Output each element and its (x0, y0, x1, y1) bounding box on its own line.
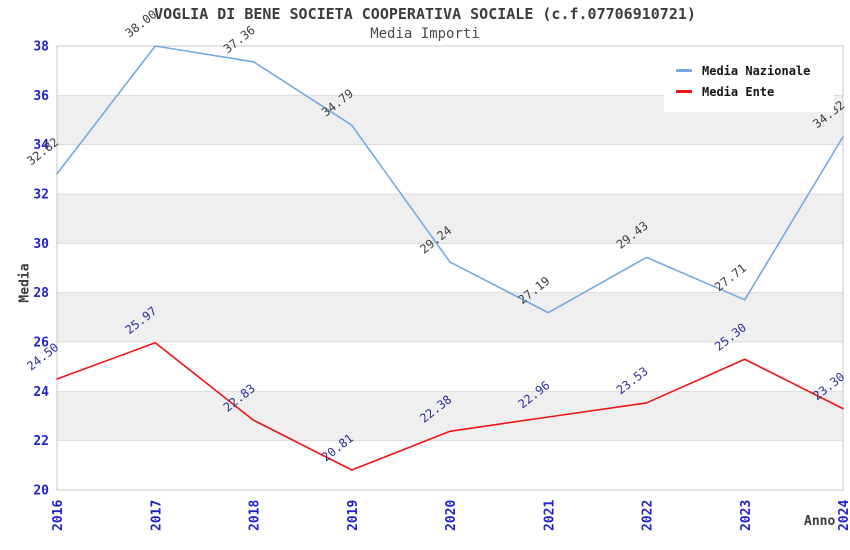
y-tick-label: 22 (33, 434, 49, 449)
plot-band (57, 292, 843, 342)
x-tick-label: 2021 (542, 500, 557, 531)
legend-item-media-ente: Media Ente (676, 81, 822, 102)
y-tick-label: 20 (33, 484, 49, 499)
data-point-label: 38.00 (122, 7, 159, 40)
plot-border (56, 45, 844, 491)
y-tick-label: 24 (33, 385, 49, 400)
plot-band (57, 391, 843, 441)
y-axis-title: Media (17, 263, 33, 303)
x-tick-label: 2024 (837, 500, 850, 531)
y-tick-label: 28 (33, 286, 49, 301)
series-line-media-nazionale (56, 45, 844, 314)
y-tick-label: 30 (33, 237, 49, 252)
legend-label-media-ente: Media Ente (702, 84, 775, 99)
y-tick-label: 38 (33, 40, 49, 55)
x-tick-label: 2016 (51, 500, 66, 531)
legend-line-swatch-blue (676, 69, 692, 72)
legend-item-media-nazionale: Media Nazionale (676, 60, 822, 81)
plot-band (57, 243, 843, 293)
plot-band (57, 194, 843, 244)
x-axis-title: Anno (804, 514, 836, 529)
x-tick-label: 2019 (346, 500, 361, 531)
y-tick-label: 34 (33, 138, 49, 153)
y-tick-label: 26 (33, 336, 49, 351)
plot-band (57, 144, 843, 194)
legend-line-swatch-red (676, 90, 692, 93)
y-tick-label: 36 (33, 89, 49, 104)
series-line-media-ente (56, 341, 844, 471)
y-tick-label: 32 (33, 188, 49, 203)
plot-band (57, 342, 843, 392)
x-tick-label: 2020 (444, 500, 459, 531)
x-tick-label: 2017 (149, 500, 164, 531)
x-tick-label: 2018 (248, 500, 263, 531)
legend: Media Nazionale Media Ente (664, 50, 834, 112)
chart-title: VOGLIA DI BENE SOCIETA COOPERATIVA SOCIA… (154, 5, 696, 23)
plot-band (57, 440, 843, 490)
x-tick-label: 2022 (641, 500, 656, 531)
x-tick-label: 2023 (739, 500, 754, 531)
chart-subtitle: Media Importi (370, 26, 480, 42)
legend-label-media-nazionale: Media Nazionale (702, 63, 811, 78)
